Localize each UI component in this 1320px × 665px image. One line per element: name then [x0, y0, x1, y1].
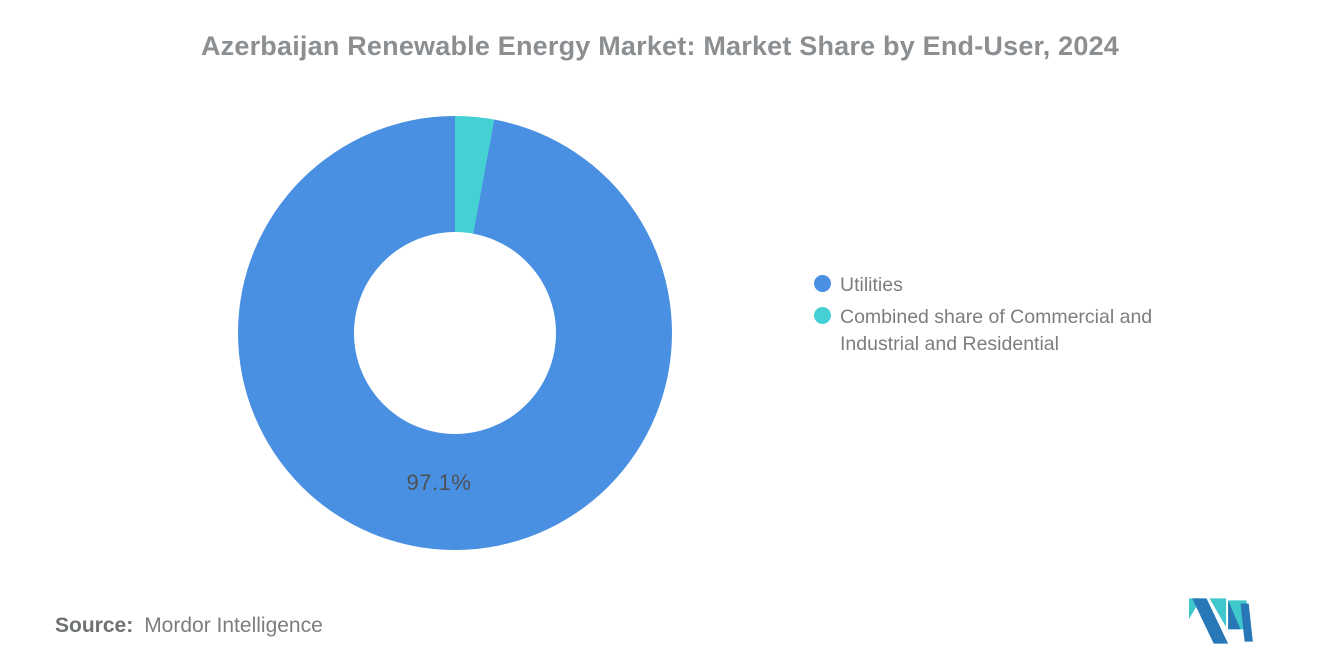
source-line: Source: Mordor Intelligence — [55, 614, 323, 638]
legend: Utilities Combined share of Commercial a… — [814, 272, 1212, 358]
legend-label-utilities: Utilities — [840, 274, 903, 296]
chart-title: Azerbaijan Renewable Energy Market: Mark… — [200, 31, 1120, 61]
source-label: Source: — [55, 614, 134, 637]
legend-swatch-utilities-icon — [814, 275, 831, 292]
slice-label-utilities: 97.1% — [406, 469, 472, 495]
legend-swatch-combined-share-icon — [814, 307, 831, 324]
donut-chart: 97.1% — [238, 116, 672, 550]
donut-hole — [354, 232, 556, 434]
legend-item-utilities: Utilities — [814, 272, 1212, 299]
legend-item-combined-share: Combined share of Commercial and Industr… — [814, 304, 1212, 358]
mordor-intelligence-logo — [1189, 598, 1253, 644]
legend-label-combined-share: Combined share of Commercial and Industr… — [840, 306, 1153, 355]
source-value: Mordor Intelligence — [144, 614, 323, 637]
